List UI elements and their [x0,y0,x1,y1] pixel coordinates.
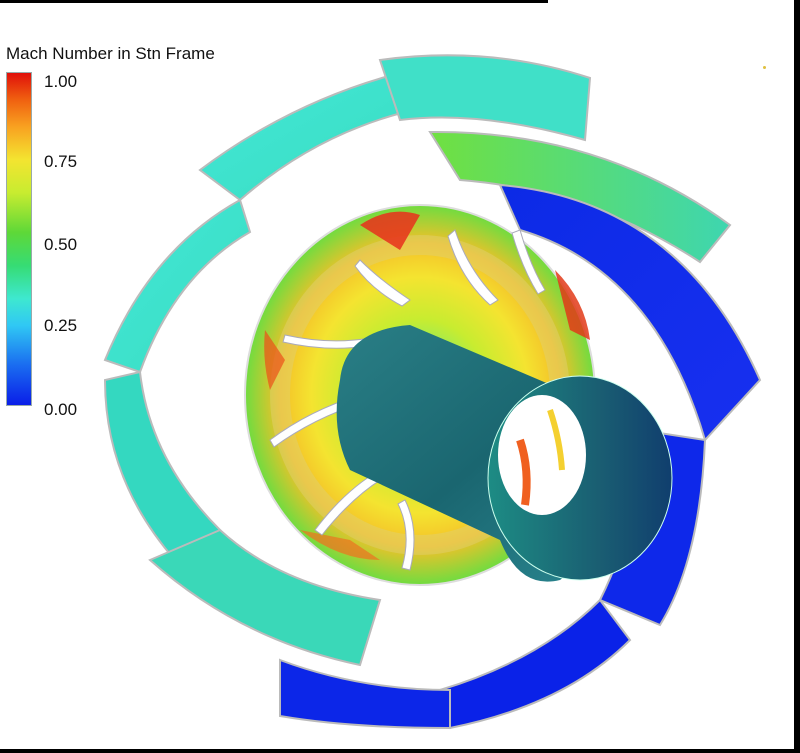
legend-tick-025: 0.25 [44,316,78,335]
legend-tick-050: 0.50 [44,235,78,254]
legend-tick-1: 1.00 [44,72,78,91]
top-border [0,0,548,3]
colorbar [6,72,32,406]
legend-tick-075: 0.75 [44,152,78,171]
right-border [794,0,800,753]
stray-dot [763,66,766,69]
bottom-border [0,749,800,753]
legend-tick-0: 0.00 [44,400,78,419]
diffuser-channels-upper [103,54,732,667]
legend-title: Mach Number in Stn Frame [6,44,215,63]
shaft-cylinder [336,325,673,582]
